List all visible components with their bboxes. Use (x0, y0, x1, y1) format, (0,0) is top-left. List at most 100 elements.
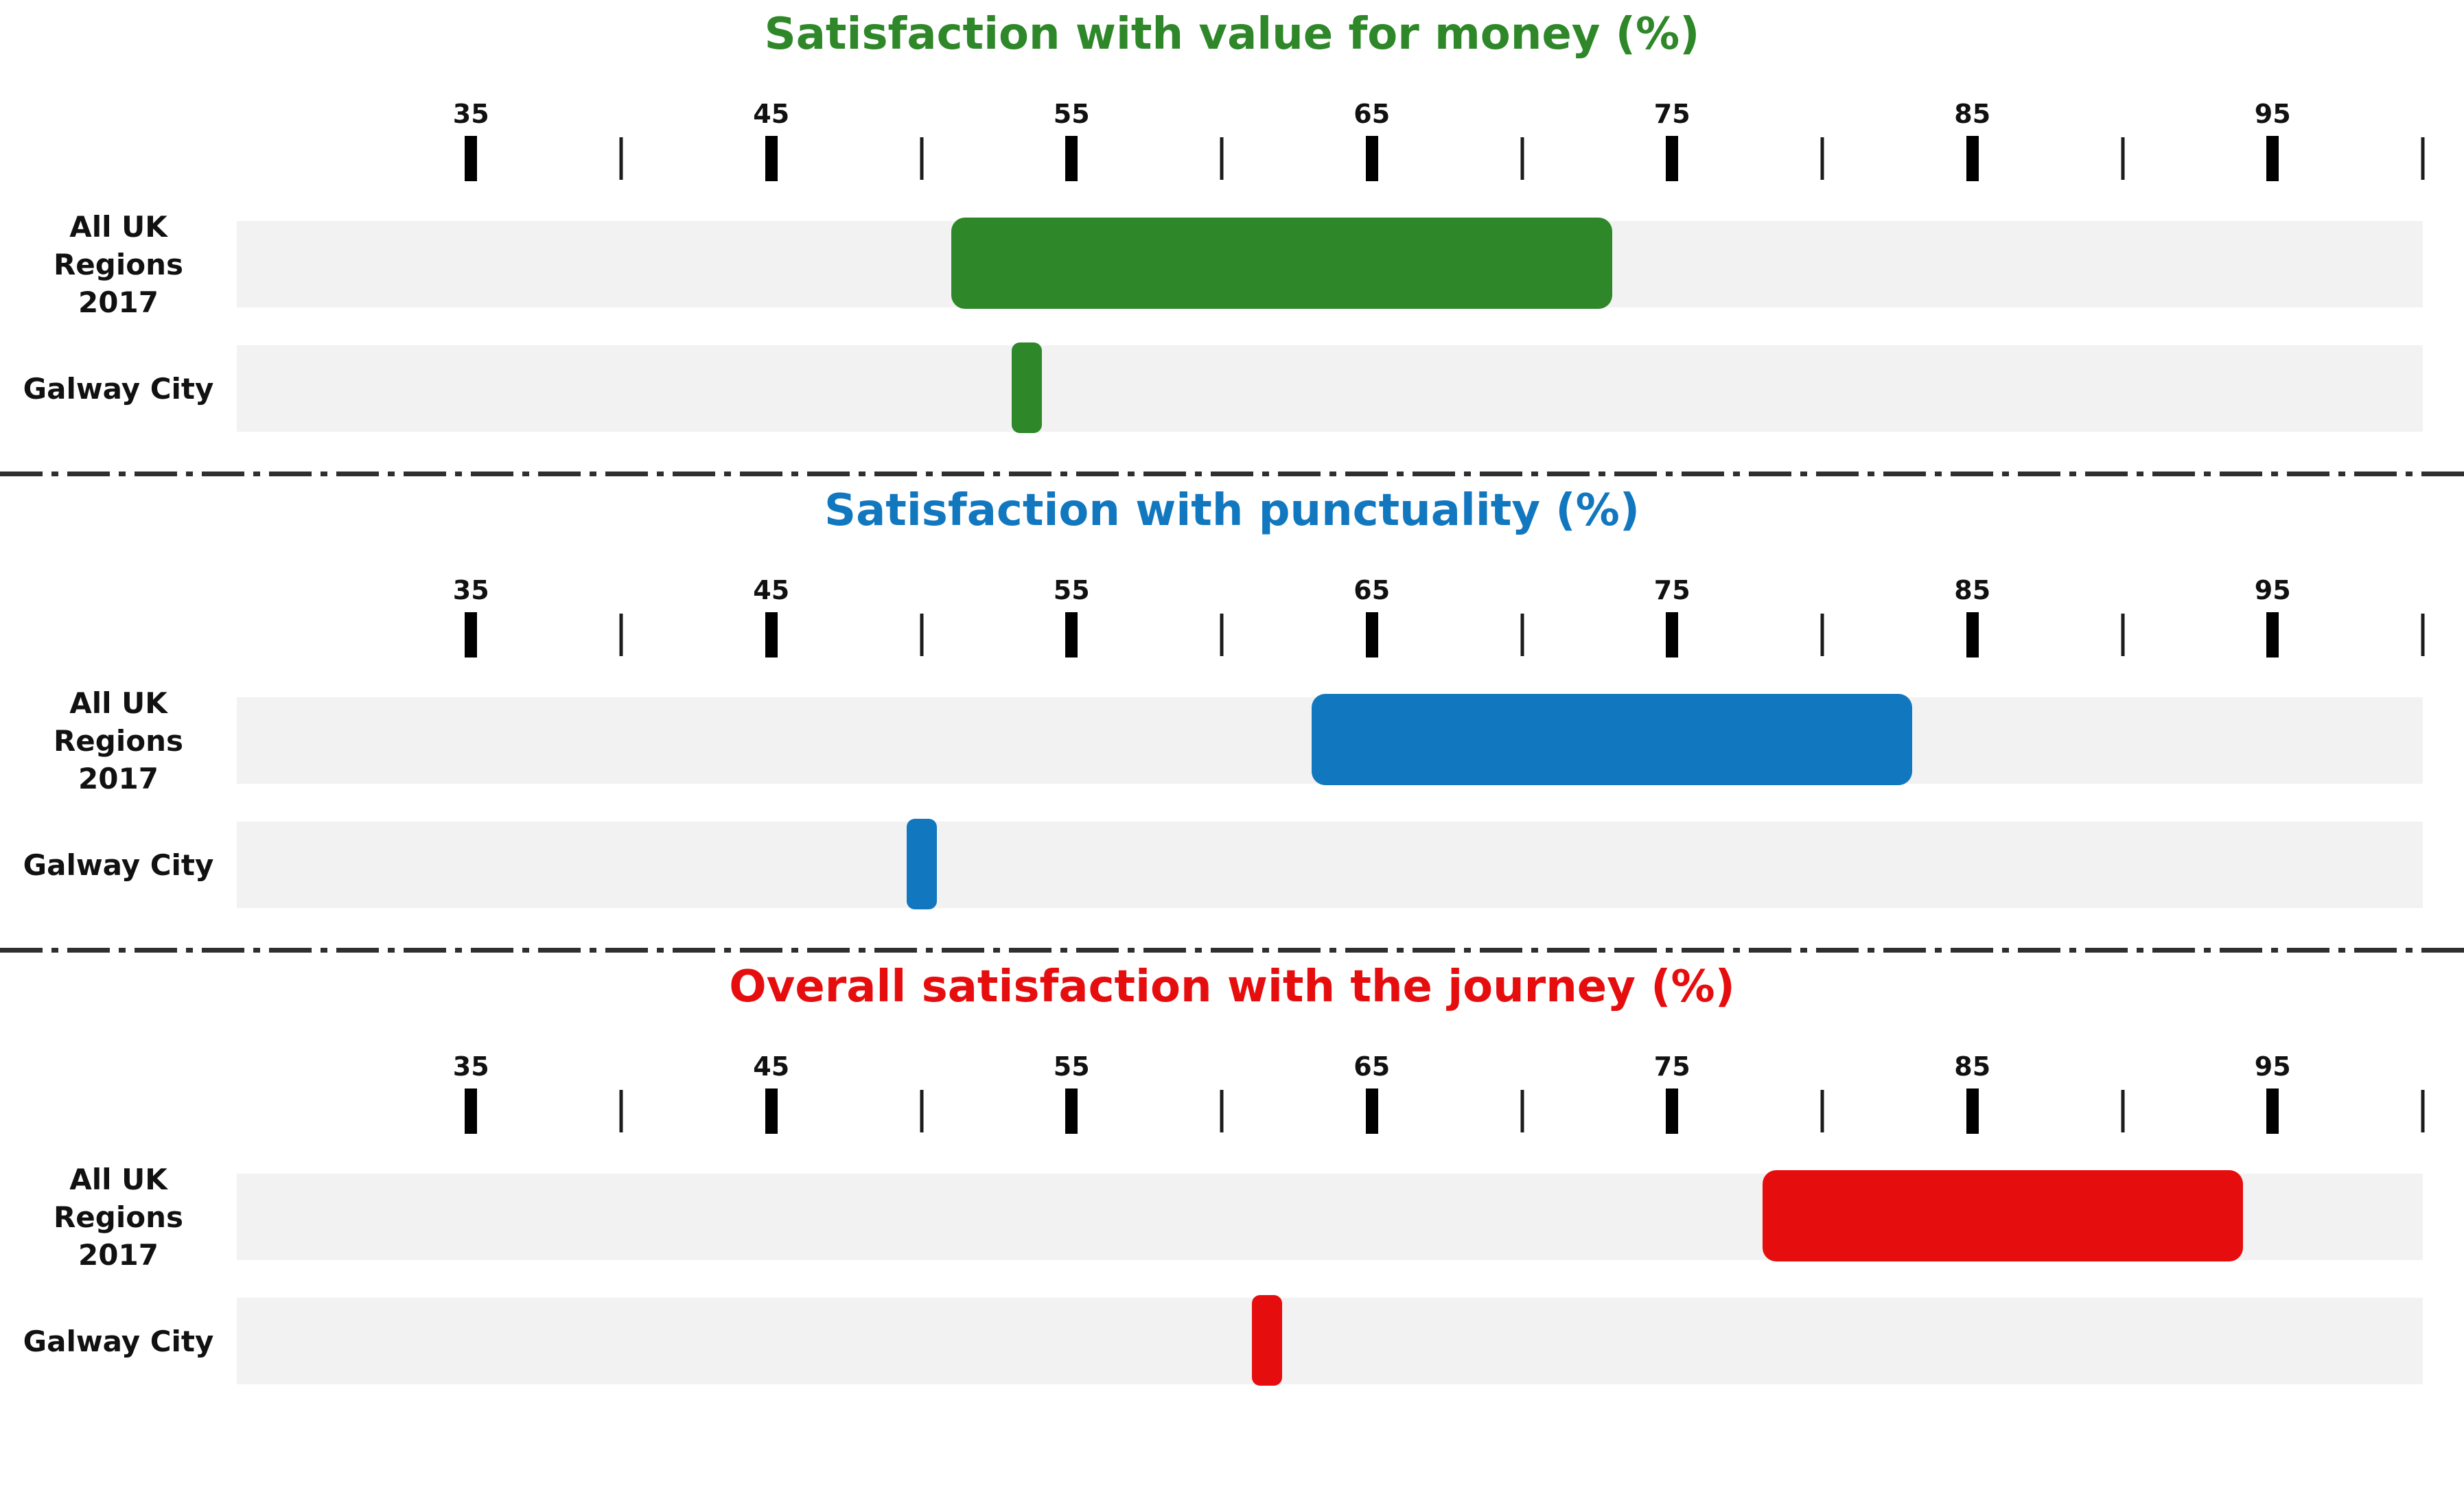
minor-tick (1820, 1090, 1824, 1132)
panel-value-for-money: Satisfaction with value for money (%) 35… (0, 0, 2464, 433)
major-tick (2266, 1089, 2279, 1134)
chart-row: All UK Regions 2017 (0, 1163, 2464, 1272)
row-label-line: Galway City (23, 1324, 214, 1358)
axis-tick-label: 65 (1353, 99, 1391, 129)
row-label-line: 2017 (78, 285, 159, 319)
row-label-line: All UK Regions (53, 1162, 184, 1234)
major-tick (1065, 136, 1078, 181)
range-bar (951, 218, 1612, 309)
minor-tick (619, 137, 623, 180)
chart-row: Galway City (0, 819, 2464, 909)
row-track (237, 218, 2423, 309)
major-tick (1666, 136, 1679, 181)
chart-row: Galway City (0, 342, 2464, 433)
minor-tick (1820, 137, 1824, 180)
axis-tick-label: 55 (1053, 1051, 1090, 1082)
axis: 35 45 55 65 75 85 95 (237, 1051, 2425, 1134)
axis-tick-labels: 35 45 55 65 75 85 95 (237, 1051, 2423, 1084)
major-tick (765, 612, 778, 657)
row-label-line: Galway City (23, 848, 214, 882)
chart-row: All UK Regions 2017 (0, 210, 2464, 319)
row-track (237, 1170, 2423, 1261)
axis-tick-labels: 35 45 55 65 75 85 95 (237, 575, 2423, 608)
major-tick (1666, 1089, 1679, 1134)
major-tick (465, 136, 478, 181)
minor-tick (920, 137, 923, 180)
axis-tick-marks (237, 136, 2425, 181)
panel-title: Satisfaction with value for money (%) (764, 9, 1700, 60)
major-tick (765, 1089, 778, 1134)
row-label-line: All UK Regions (53, 209, 184, 281)
range-bar (1762, 1170, 2243, 1261)
range-bar (1312, 694, 1913, 785)
major-tick (1065, 1089, 1078, 1134)
axis: 35 45 55 65 75 85 95 (237, 99, 2425, 181)
satisfaction-range-charts: Satisfaction with value for money (%) 35… (0, 0, 2464, 1386)
row-track (237, 1295, 2423, 1386)
minor-tick (1220, 614, 1224, 656)
axis-tick-label: 55 (1053, 99, 1090, 129)
value-marker (1011, 342, 1042, 433)
value-marker (906, 819, 937, 909)
value-marker (1251, 1295, 1282, 1386)
axis-tick-label: 85 (1954, 575, 1991, 605)
major-tick (1966, 612, 1979, 657)
major-tick (1365, 612, 1378, 657)
row-label: All UK Regions 2017 (0, 686, 237, 795)
panel-title: Satisfaction with punctuality (%) (824, 485, 1640, 536)
major-tick (1065, 612, 1078, 657)
axis-tick-label: 95 (2254, 99, 2291, 129)
row-label-line: All UK Regions (53, 686, 184, 758)
minor-tick (2121, 137, 2124, 180)
row-label-line: 2017 (78, 761, 159, 795)
minor-tick (2121, 614, 2124, 656)
axis-tick-label: 35 (452, 1051, 489, 1082)
panel-title: Overall satisfaction with the journey (%… (729, 962, 1735, 1012)
axis-tick-label: 85 (1954, 1051, 1991, 1082)
chart-row: All UK Regions 2017 (0, 686, 2464, 795)
minor-tick (1820, 614, 1824, 656)
major-tick (2266, 136, 2279, 181)
major-tick (1966, 1089, 1979, 1134)
minor-tick (619, 1090, 623, 1132)
major-tick (1365, 136, 1378, 181)
axis-tick-label: 55 (1053, 575, 1090, 605)
row-label: Galway City (0, 345, 237, 432)
minor-tick (1520, 1090, 1524, 1132)
dashed-separator (0, 472, 2464, 476)
axis-tick-label: 35 (452, 99, 489, 129)
row-label: Galway City (0, 822, 237, 908)
panel-overall-journey: Overall satisfaction with the journey (%… (0, 953, 2464, 1386)
minor-tick (2421, 614, 2425, 656)
major-tick (465, 1089, 478, 1134)
axis-tick-label: 45 (753, 99, 790, 129)
axis: 35 45 55 65 75 85 95 (237, 575, 2425, 657)
axis-tick-label: 45 (753, 575, 790, 605)
axis-tick-label: 45 (753, 1051, 790, 1082)
minor-tick (1220, 137, 1224, 180)
minor-tick (619, 614, 623, 656)
minor-tick (2421, 137, 2425, 180)
row-label-line: Galway City (23, 371, 214, 406)
chart-rows: All UK Regions 2017 Galway City (0, 686, 2464, 909)
axis-tick-label: 95 (2254, 575, 2291, 605)
axis-tick-label: 95 (2254, 1051, 2291, 1082)
minor-tick (1220, 1090, 1224, 1132)
chart-rows: All UK Regions 2017 Galway City (0, 1163, 2464, 1386)
row-track (237, 342, 2423, 433)
dashed-separator (0, 948, 2464, 953)
axis-tick-marks (237, 612, 2425, 657)
axis-tick-label: 35 (452, 575, 489, 605)
axis-tick-label: 65 (1353, 575, 1391, 605)
axis-tick-label: 85 (1954, 99, 1991, 129)
major-tick (1666, 612, 1679, 657)
row-label-line: 2017 (78, 1237, 159, 1272)
chart-row: Galway City (0, 1295, 2464, 1386)
minor-tick (2421, 1090, 2425, 1132)
minor-tick (2121, 1090, 2124, 1132)
axis-tick-label: 65 (1353, 1051, 1391, 1082)
axis-tick-marks (237, 1089, 2425, 1134)
panel-punctuality: Satisfaction with punctuality (%) 35 45 55… (0, 476, 2464, 909)
minor-tick (1520, 137, 1524, 180)
chart-rows: All UK Regions 2017 Galway City (0, 210, 2464, 433)
